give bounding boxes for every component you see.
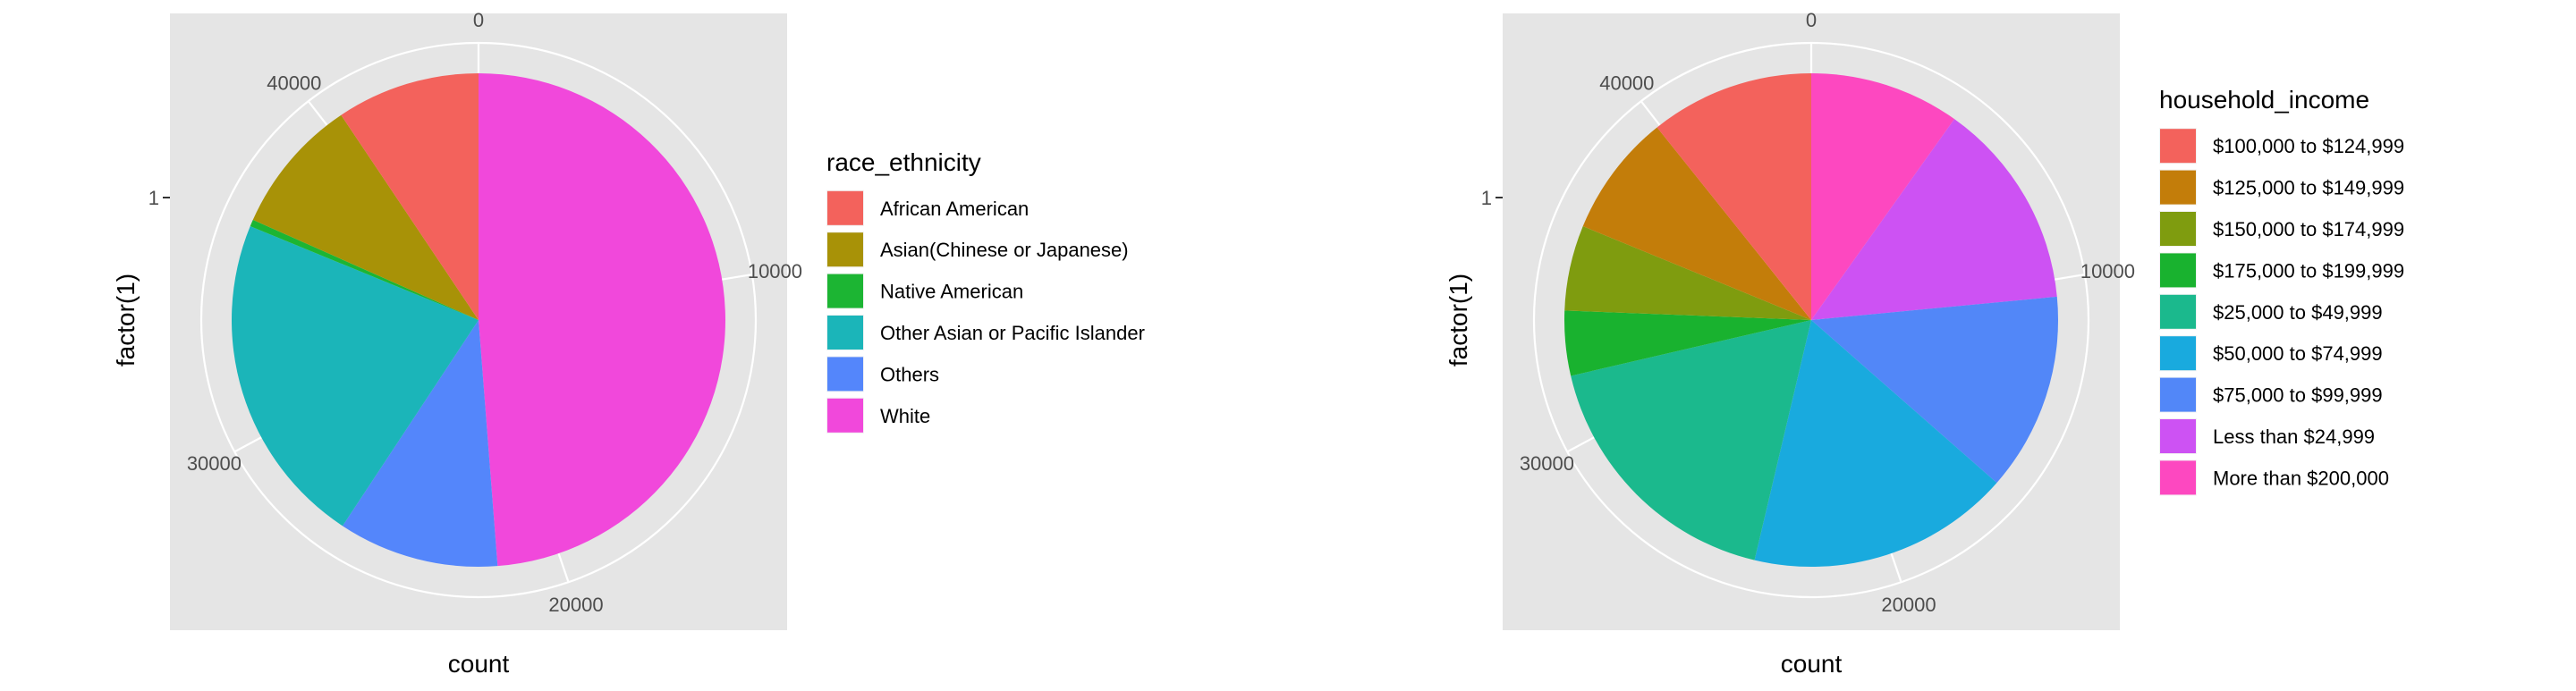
income-slice-less-than-24-999 — [1811, 119, 2057, 320]
race-slice-native-american — [250, 219, 479, 320]
household-income-chart-panel: 0 10000 20000 30000 40000 1 count factor(1) hous… — [1333, 0, 2576, 687]
income-radial-tick-label-30000: 30000 — [1520, 452, 1574, 475]
race-slice-asian-chinese-or-japanese — [252, 114, 479, 320]
income-legend-label-100-000-to-124-999: $100,000 to $124,999 — [2213, 135, 2404, 157]
income-x-axis-title: count — [1781, 650, 1843, 678]
race-y-axis-title: factor(1) — [112, 274, 140, 367]
income-legend-swatch-175-000-to-199-999 — [2160, 253, 2196, 288]
race-legend-swatch-others — [827, 357, 863, 392]
income-legend-label-75-000-to-99-999: $75,000 to $99,999 — [2213, 384, 2383, 407]
income-legend-label-less-than-24-999: Less than $24,999 — [2213, 426, 2375, 448]
income-slice-more-than-200-000 — [1811, 73, 1955, 320]
race-ethnicity-pie-chart: 0 10000 20000 30000 40000 1 count factor(1) race… — [112, 9, 1145, 678]
race-legend-swatch-other-asian-or-pacific-islander — [827, 316, 863, 350]
income-legend-label-25-000-to-49-999: $25,000 to $49,999 — [2213, 301, 2383, 324]
income-radial-tick-label-10000: 10000 — [2080, 260, 2135, 282]
race-slice-african-american — [341, 73, 479, 320]
race-slice-other-asian-or-pacific-islander — [231, 226, 479, 527]
race-legend-swatch-african-american — [827, 190, 863, 225]
race-legend-swatch-native-american — [827, 274, 863, 308]
race-radial-tick-label-10000: 10000 — [748, 260, 802, 282]
race-legend-label-others: Others — [880, 363, 939, 385]
income-slice-50-000-to-74-999 — [1754, 320, 1997, 567]
race-radial-tick-label-30000: 30000 — [187, 452, 242, 475]
race-radial-tick-label-20000: 20000 — [548, 594, 603, 616]
income-slice-150-000-to-174-999 — [1564, 226, 1811, 320]
income-slice-100-000-to-124-999 — [1657, 73, 1811, 320]
race-legend-label-african-american: African American — [880, 198, 1029, 220]
race-legend-label-native-american: Native American — [880, 281, 1023, 303]
race-legend-label-asian-chinese-or-japanese: Asian(Chinese or Japanese) — [880, 239, 1129, 261]
income-legend-swatch-less-than-24-999 — [2160, 419, 2196, 453]
income-legend-swatch-125-000-to-149-999 — [2160, 170, 2196, 205]
race-legend-label-white: White — [880, 405, 930, 427]
income-radial-tick-label-0: 0 — [1806, 9, 1817, 31]
race-x-axis-title: count — [448, 650, 510, 678]
income-slice-25-000-to-49-999 — [1571, 320, 1811, 560]
income-radial-tick-label-40000: 40000 — [1599, 72, 1654, 95]
income-legend-swatch-100-000-to-124-999 — [2160, 129, 2196, 164]
race-slice-white — [479, 73, 725, 567]
race-y-tick-label: 1 — [148, 187, 159, 209]
income-y-axis-title: factor(1) — [1445, 274, 1472, 367]
income-legend-swatch-75-000-to-99-999 — [2160, 377, 2196, 412]
income-radial-tick-label-20000: 20000 — [1881, 594, 1936, 616]
income-slice-125-000-to-149-999 — [1582, 127, 1811, 320]
income-legend-swatch-50-000-to-74-999 — [2160, 336, 2196, 371]
income-legend-swatch-150-000-to-174-999 — [2160, 212, 2196, 246]
household-income-pie-chart: 0 10000 20000 30000 40000 1 count factor(1) hous… — [1445, 9, 2404, 678]
income-legend-label-more-than-200-000: More than $200,000 — [2213, 467, 2389, 489]
income-legend-label-50-000-to-74-999: $50,000 to $74,999 — [2213, 342, 2383, 365]
race-legend-label-other-asian-or-pacific-islander: Other Asian or Pacific Islander — [880, 322, 1145, 344]
race-slice-others — [342, 320, 498, 567]
income-y-tick-label: 1 — [1481, 187, 1492, 209]
race-legend-swatch-asian-chinese-or-japanese — [827, 232, 863, 267]
income-legend-label-150-000-to-174-999: $150,000 to $174,999 — [2213, 218, 2404, 240]
race-radial-tick-label-40000: 40000 — [267, 72, 321, 95]
income-legend-label-125-000-to-149-999: $125,000 to $149,999 — [2213, 177, 2404, 199]
race-radial-tick-label-0: 0 — [473, 9, 484, 31]
income-legend-title: household_income — [2159, 86, 2369, 114]
race-legend-swatch-white — [827, 398, 863, 433]
income-slice-75-000-to-99-999 — [1811, 296, 2058, 484]
income-slice-175-000-to-199-999 — [1564, 310, 1811, 376]
race-legend-title: race_ethnicity — [826, 148, 981, 176]
income-legend-swatch-25-000-to-49-999 — [2160, 294, 2196, 329]
income-legend-label-175-000-to-199-999: $175,000 to $199,999 — [2213, 259, 2404, 282]
income-legend-swatch-more-than-200-000 — [2160, 460, 2196, 495]
race-ethnicity-chart-panel: 0 10000 20000 30000 40000 1 count factor(1) race… — [0, 0, 1288, 687]
